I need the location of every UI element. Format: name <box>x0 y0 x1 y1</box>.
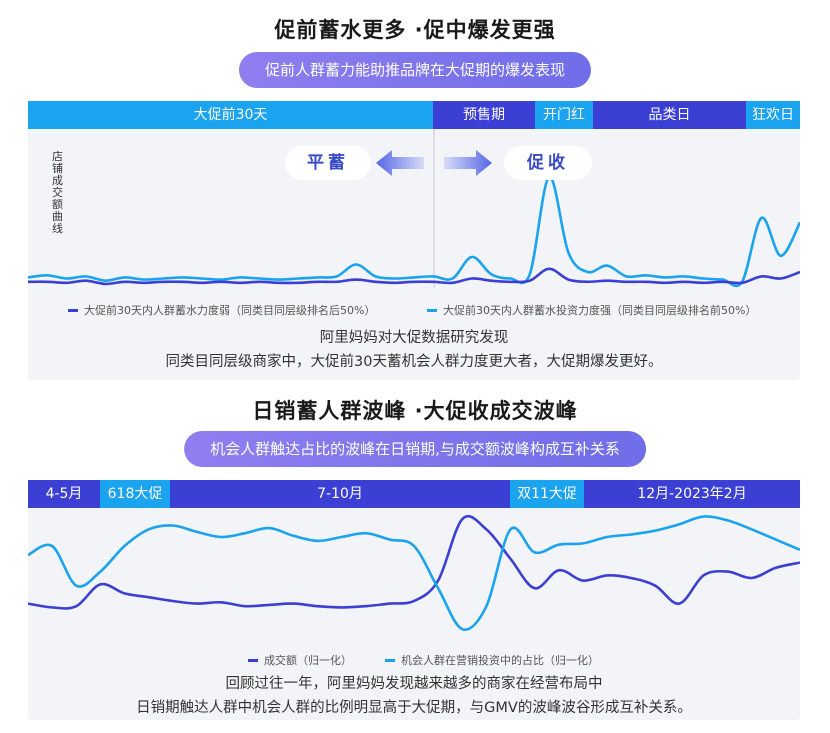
legend-weak: 大促前30天内人群蓄水力度弱（同类目同层级排名后50%） <box>68 302 375 318</box>
timeline-segment: 7-10月 <box>170 480 510 508</box>
legend-gmv: 成交额（归一化） <box>248 652 352 668</box>
series-line-0 <box>28 514 800 610</box>
legend-label: 大促前30天内人群蓄水投资力度强（同类目同层级排名前50%） <box>443 304 757 317</box>
chart2-svg <box>28 514 800 632</box>
series-line-1 <box>28 267 800 286</box>
legend-swatch <box>248 658 258 662</box>
legend-label: 大促前30天内人群蓄水力度弱（同类目同层级排名后50%） <box>84 304 376 317</box>
legend-strong: 大促前30天内人群蓄水投资力度强（同类目同层级排名前50%） <box>427 302 756 318</box>
legend-label: 机会人群在营销投资中的占比（归一化） <box>401 654 599 667</box>
legend-share: 机会人群在营销投资中的占比（归一化） <box>385 652 599 668</box>
timeline-segment: 12月-2023年2月 <box>584 480 800 508</box>
arrow-left-icon <box>376 150 424 176</box>
section2-timeline: 4-5月 618大促 7-10月 双11大促 12月-2023年2月 <box>28 480 800 508</box>
section1-panel <box>28 101 800 380</box>
section2-note-line1: 回顾过往一年，阿里妈妈发现越来越多的商家在经营布局中 <box>225 676 603 692</box>
section1-subtitle-pill: 促前人群蓄力能助推品牌在大促期的爆发表现 <box>238 52 592 88</box>
chart1-svg <box>28 129 800 289</box>
chart1-series-group <box>28 175 800 288</box>
section2-note-line2: 日销期触达人群中机会人群的比例明显高于大促期，与GMV的波峰波谷形成互补关系。 <box>136 700 692 716</box>
legend-swatch <box>427 308 437 312</box>
timeline-segment: 开门红 <box>535 101 593 129</box>
timeline-segment: 4-5月 <box>28 480 100 508</box>
timeline-segment: 618大促 <box>100 480 170 508</box>
series-line-0 <box>28 175 800 288</box>
legend-swatch <box>68 308 78 312</box>
chart2-series-group <box>28 514 800 632</box>
section1-note-line1: 阿里妈妈对大促数据研究发现 <box>319 330 509 346</box>
section1-note-line2: 同类目同层级商家中，大促前30天蓄机会人群力度更大者，大促期爆发更好。 <box>165 354 663 370</box>
right-bubble: 促收 <box>504 146 592 180</box>
section2-title: 日销蓄人群波峰 ·大促收成交波峰 <box>252 399 578 423</box>
timeline-segment: 狂欢日 <box>746 101 800 129</box>
legend-swatch <box>385 658 395 662</box>
timeline-segment: 预售期 <box>433 101 535 129</box>
timeline-segment: 双11大促 <box>510 480 584 508</box>
left-bubble: 平蓄 <box>285 146 371 180</box>
series-line-1 <box>28 515 800 632</box>
section1-timeline: 大促前30天 预售期 开门红 品类日 狂欢日 <box>28 101 800 129</box>
section1-title: 促前蓄水更多 ·促中爆发更强 <box>274 18 556 42</box>
arrow-right-icon <box>444 150 492 176</box>
timeline-segment: 品类日 <box>593 101 746 129</box>
timeline-segment: 大促前30天 <box>28 101 433 129</box>
legend-label: 成交额（归一化） <box>264 654 352 667</box>
section2-subtitle-pill: 机会人群触达占比的波峰在日销期,与成交额波峰构成互补关系 <box>184 431 646 467</box>
y-axis-label: 店铺成交额曲线 <box>52 150 63 235</box>
